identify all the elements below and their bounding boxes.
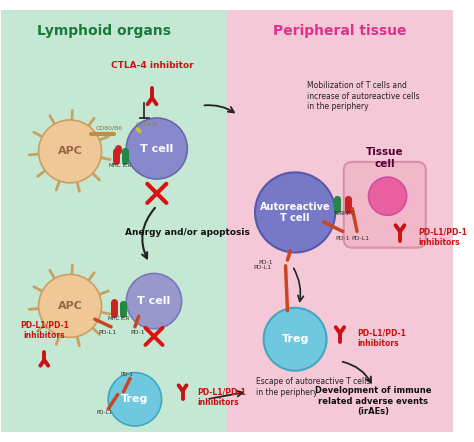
Circle shape	[126, 118, 187, 179]
Circle shape	[369, 177, 407, 215]
FancyBboxPatch shape	[344, 162, 426, 248]
Text: TCR: TCR	[333, 211, 343, 216]
Text: MHC: MHC	[108, 316, 120, 321]
Text: MHC: MHC	[109, 163, 121, 168]
Circle shape	[108, 373, 162, 426]
Circle shape	[264, 308, 327, 371]
Text: PD-L1: PD-L1	[253, 265, 271, 270]
Text: Treg: Treg	[121, 394, 148, 404]
Text: T cell: T cell	[137, 296, 171, 306]
Text: Mobilization of T cells and
increase of autoreactive cells
in the periphery: Mobilization of T cells and increase of …	[307, 81, 419, 111]
Bar	[228, 10, 454, 432]
Text: PD-1: PD-1	[258, 259, 273, 264]
Circle shape	[255, 172, 335, 252]
Text: PD-1: PD-1	[130, 330, 145, 335]
Text: PD-1: PD-1	[336, 236, 350, 240]
Text: Peripheral tissue: Peripheral tissue	[273, 24, 407, 38]
Text: PD-L1: PD-L1	[96, 410, 112, 415]
Circle shape	[38, 120, 101, 183]
Text: Autoreactive
T cell: Autoreactive T cell	[260, 202, 330, 223]
Text: Escape of autoreactive T cells
in the periphery: Escape of autoreactive T cells in the pe…	[256, 377, 370, 396]
Text: Treg: Treg	[282, 334, 309, 344]
Text: Development of immune
related adverse events
(irAEs): Development of immune related adverse ev…	[315, 386, 431, 416]
Text: PD-L1/PD-1
inhibitors: PD-L1/PD-1 inhibitors	[357, 328, 406, 348]
Text: TCR: TCR	[119, 316, 129, 321]
Text: CTLA-4 inhibitor: CTLA-4 inhibitor	[111, 61, 193, 70]
Text: CD80/B6: CD80/B6	[96, 126, 123, 131]
Text: T cell: T cell	[140, 144, 173, 153]
Text: CTLA-4: CTLA-4	[135, 122, 157, 127]
Text: MHC: MHC	[342, 211, 355, 216]
Text: TCR: TCR	[121, 163, 131, 168]
Text: Lymphoid organs: Lymphoid organs	[37, 24, 172, 38]
Text: Tissue
cell: Tissue cell	[366, 147, 403, 169]
Text: PD-L1: PD-L1	[98, 330, 116, 335]
Text: APC: APC	[58, 146, 82, 156]
Text: Anergy and/or apoptosis: Anergy and/or apoptosis	[125, 228, 250, 237]
Bar	[1, 10, 228, 432]
Circle shape	[126, 274, 182, 329]
Text: PD-L1/PD-1
inhibitors: PD-L1/PD-1 inhibitors	[418, 228, 467, 247]
Text: PD-1: PD-1	[121, 372, 134, 377]
Text: PD-L1: PD-L1	[351, 236, 369, 240]
Circle shape	[38, 274, 101, 337]
Text: PD-L1/PD-1
inhibitors: PD-L1/PD-1 inhibitors	[197, 388, 246, 407]
Text: APC: APC	[58, 301, 82, 311]
Text: PD-L1/PD-1
inhibitors: PD-L1/PD-1 inhibitors	[20, 321, 69, 340]
